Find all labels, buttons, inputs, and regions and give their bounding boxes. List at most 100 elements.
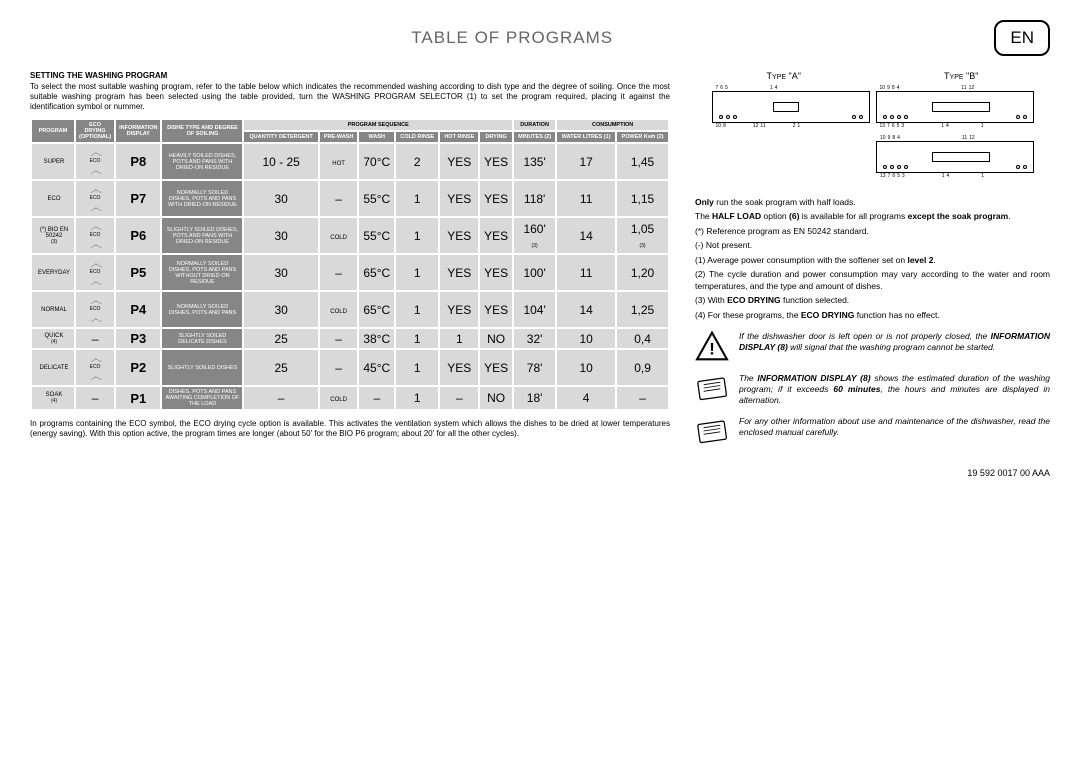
notes-block: Only run the soak program with half load… [695,197,1050,321]
right-column: TYPE "A" TYPE "B" 76514 108121121 109841… [695,71,1050,478]
cell-program: NORMAL [31,291,75,328]
cell-wash: 45°C [358,349,395,386]
th-eco: ECO DRYING (OPTIONAL) [75,119,115,143]
cell-wash: 65°C [358,254,395,291]
cell-power: 1,25 [616,291,669,328]
th-detergent: QUANTITY DETERGENT [243,131,318,143]
cell-power: – [616,386,669,410]
eco-icon: ෴ECO෴ [90,257,101,288]
manual-icon [695,416,731,448]
th-cold: COLD RINSE [395,131,439,143]
cell-hot: 1 [439,328,479,349]
cell-cold: 1 [395,217,439,254]
eco-icon: ෴ECO෴ [90,146,101,177]
cell-info: P2 [115,349,161,386]
language-badge: EN [994,20,1050,56]
cell-minutes: 160'(3) [513,217,556,254]
cell-water: 10 [556,328,616,349]
cell-hot: YES [439,180,479,217]
cell-hot: YES [439,349,479,386]
note-1: (1) Average power consumption with the s… [695,255,1050,266]
cell-dish: NORMALLY SOILED DISHES, POTS AND PANS WI… [161,254,243,291]
th-program: PROGRAM [31,119,75,143]
cell-hot: YES [439,291,479,328]
cell-drying: YES [479,254,513,291]
cell-cold: 1 [395,328,439,349]
type-b-label: TYPE "B" [944,71,978,81]
cell-wash: 70°C [358,143,395,180]
cell-hot: YES [439,217,479,254]
cell-detergent: 30 [243,180,318,217]
note-2: (2) The cycle duration and power consump… [695,269,1050,292]
th-power: POWER Kwh (2) [616,131,669,143]
cell-dish: NORMALLY SOILED DISHES, POTS AND PANS WI… [161,180,243,217]
cell-power: 1,20 [616,254,669,291]
cell-info: P6 [115,217,161,254]
cell-drying: YES [479,291,513,328]
cell-eco: – [75,328,115,349]
cell-detergent: – [243,386,318,410]
cell-program: EVERYDAY [31,254,75,291]
cell-info: P8 [115,143,161,180]
cell-eco: ෴ECO෴ [75,291,115,328]
cell-wash: 55°C [358,180,395,217]
cell-hot: YES [439,254,479,291]
document-reference: 19 592 0017 00 AAA [695,468,1050,478]
table-row: (*) BIO EN 50242 (3)෴ECO෴P6SLIGHTLY SOIL… [31,217,669,254]
cell-program: ECO [31,180,75,217]
cell-wash: 55°C [358,217,395,254]
note-3: (3) With ECO DRYING function selected. [695,295,1050,306]
th-cons: CONSUMPTION [556,119,669,131]
th-wash: WASH [358,131,395,143]
th-dish: DISHE TYPE AND DEGREE OF SOILING [161,119,243,143]
cell-water: 17 [556,143,616,180]
cell-power: 1,45 [616,143,669,180]
left-column: SETTING THE WASHING PROGRAM To select th… [30,71,670,478]
table-row: SOAK (4)–P1DISHES, POTS AND PANS AWAITIN… [31,386,669,410]
cell-prewash: – [319,349,359,386]
cell-minutes: 78' [513,349,556,386]
cell-detergent: 30 [243,217,318,254]
cell-minutes: 32' [513,328,556,349]
th-seq: PROGRAM SEQUENCE [243,119,513,131]
cell-cold: 1 [395,386,439,410]
th-drying: DRYING [479,131,513,143]
cell-cold: 1 [395,180,439,217]
eco-icon: ෴ECO෴ [90,183,101,214]
cell-water: 10 [556,349,616,386]
cell-minutes: 18' [513,386,556,410]
th-dur: DURATION [513,119,556,131]
cell-eco: ෴ECO෴ [75,254,115,291]
cell-info: P3 [115,328,161,349]
cell-drying: YES [479,349,513,386]
note-4: (4) For these programs, the ECO DRYING f… [695,310,1050,321]
book-icon [695,373,731,405]
th-water: WATER LITRES (1) [556,131,616,143]
cell-detergent: 25 [243,349,318,386]
cell-power: 1,15 [616,180,669,217]
eco-icon: ෴ECO෴ [90,220,101,251]
cell-wash: – [358,386,395,410]
cell-detergent: 30 [243,291,318,328]
table-row: QUICK (4)–P3SLIGHTLY SOILED DELICATE DIS… [31,328,669,349]
cell-minutes: 104' [513,291,556,328]
cell-drying: NO [479,328,513,349]
cell-info: P7 [115,180,161,217]
footnote: In programs containing the ECO symbol, t… [30,419,670,439]
cell-water: 11 [556,180,616,217]
page-title: TABLE OF PROGRAMS [30,28,994,48]
warning-box: ! If the dishwasher door is left open or… [695,331,1050,363]
cell-wash: 65°C [358,291,395,328]
cell-program: QUICK (4) [31,328,75,349]
cell-drying: YES [479,217,513,254]
cell-prewash: COLD [319,386,359,410]
cell-detergent: 10 - 25 [243,143,318,180]
not-present-note: (-) Not present. [695,240,1050,251]
cell-power: 1,05(3) [616,217,669,254]
cell-hot: – [439,386,479,410]
intro-text: To select the most suitable washing prog… [30,82,670,112]
cell-eco: ෴ECO෴ [75,143,115,180]
cell-dish: SLIGHTLY SOILED DELICATE DISHES [161,328,243,349]
cell-cold: 2 [395,143,439,180]
cell-prewash: – [319,254,359,291]
